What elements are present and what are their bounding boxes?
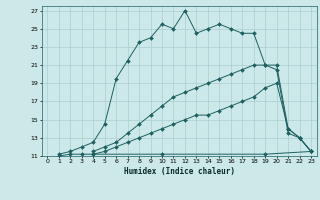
X-axis label: Humidex (Indice chaleur): Humidex (Indice chaleur) (124, 167, 235, 176)
